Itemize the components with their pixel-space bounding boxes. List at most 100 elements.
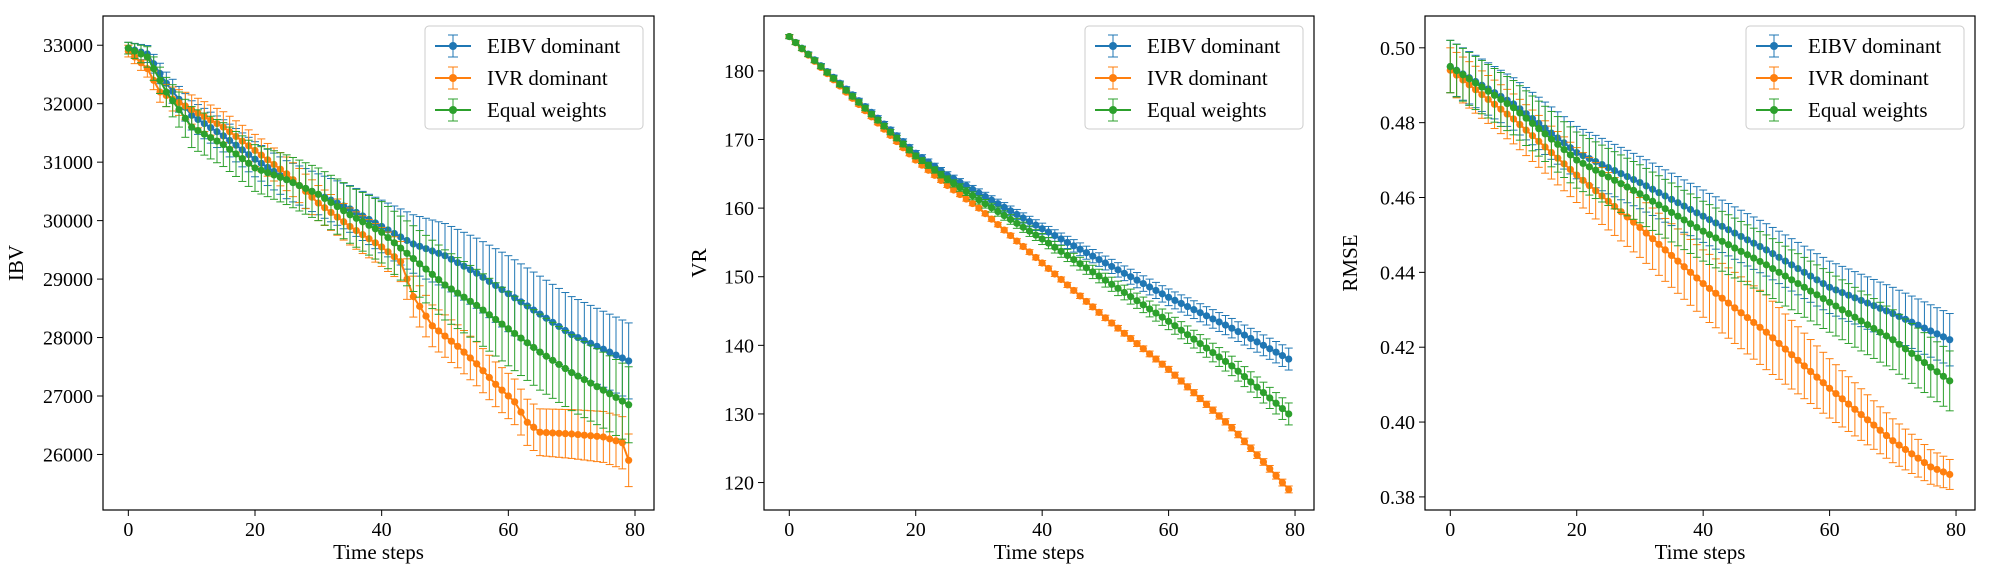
data-point <box>1285 485 1293 494</box>
data-point <box>473 301 481 309</box>
data-point <box>1215 412 1223 420</box>
data-point <box>536 428 544 436</box>
data-point <box>542 352 550 360</box>
data-point <box>1234 430 1242 439</box>
data-point <box>994 208 1002 216</box>
data-point <box>188 123 196 131</box>
data-point <box>498 320 506 328</box>
axes-frame <box>763 15 1315 511</box>
data-point <box>1870 421 1878 429</box>
x-tick-label: 0 <box>123 519 133 541</box>
data-point <box>1731 244 1739 252</box>
data-point <box>1611 176 1619 184</box>
data-point <box>1171 322 1179 330</box>
data-point <box>1120 288 1128 297</box>
data-point <box>625 357 633 365</box>
data-point <box>1190 389 1198 397</box>
data-point <box>1718 237 1726 245</box>
data-point <box>1648 197 1657 205</box>
data-point <box>1051 231 1059 240</box>
data-point <box>365 221 373 229</box>
y-tick-label: 0.42 <box>1380 337 1415 359</box>
data-point <box>1851 405 1859 413</box>
data-point <box>1025 227 1034 235</box>
legend-label: EIBV dominant <box>1808 34 1941 58</box>
x-axis-label: Time steps <box>994 540 1085 564</box>
data-point <box>969 192 977 200</box>
data-point <box>1876 426 1884 434</box>
data-point <box>302 184 310 193</box>
data-point <box>1516 109 1524 117</box>
data-point <box>1038 225 1046 233</box>
data-point <box>1006 207 1015 215</box>
data-point <box>1914 321 1922 329</box>
data-point <box>416 302 424 310</box>
data-point <box>1019 214 1027 222</box>
data-point <box>460 293 468 301</box>
data-point <box>1674 257 1682 265</box>
y-tick-label: 0.44 <box>1380 262 1415 284</box>
data-point <box>1927 327 1935 335</box>
legend-label: Equal weights <box>1808 98 1928 122</box>
data-point <box>1082 249 1091 257</box>
data-point <box>542 428 550 437</box>
x-tick-label: 0 <box>784 519 794 541</box>
data-point <box>1781 345 1789 353</box>
data-point <box>1693 274 1701 282</box>
data-point <box>1901 345 1910 353</box>
data-point <box>1636 223 1644 232</box>
data-point <box>1522 114 1530 122</box>
y-tick-label: 120 <box>724 473 754 495</box>
data-point <box>1667 208 1676 217</box>
data-point <box>1215 353 1223 361</box>
data-point <box>817 62 825 71</box>
data-point <box>618 439 626 447</box>
chart-panel-2: 0 20 40 60 80 120 130 140 150 160 170 180 Time steps… <box>687 15 1315 564</box>
data-point <box>855 98 863 106</box>
data-point <box>1164 365 1173 373</box>
data-point <box>625 456 633 464</box>
data-point <box>1788 351 1796 359</box>
data-point <box>523 339 531 347</box>
data-point <box>1240 437 1249 445</box>
x-axis-label: Time steps <box>333 540 424 564</box>
data-point <box>1266 394 1274 402</box>
data-point <box>1076 245 1084 253</box>
data-point <box>536 348 544 356</box>
data-point <box>1063 251 1072 260</box>
data-point <box>1453 67 1461 75</box>
data-point <box>1127 334 1135 343</box>
data-point <box>1509 104 1518 112</box>
legend-box <box>1084 25 1304 130</box>
data-point <box>1259 341 1268 349</box>
data-point <box>1870 324 1878 333</box>
data-point <box>143 53 151 61</box>
data-point <box>1579 159 1587 168</box>
data-point <box>1108 262 1116 271</box>
data-point <box>485 311 493 319</box>
data-point <box>880 122 888 130</box>
data-point <box>1177 299 1185 308</box>
data-point <box>962 188 970 196</box>
data-point <box>530 423 538 431</box>
data-point <box>1908 349 1916 358</box>
data-point <box>1908 450 1916 458</box>
data-point <box>1750 254 1758 262</box>
data-point <box>1228 362 1236 370</box>
data-point <box>1272 472 1280 480</box>
data-point <box>618 354 626 362</box>
data-point <box>587 432 595 440</box>
data-point <box>428 270 436 278</box>
data-point <box>1285 410 1293 418</box>
data-point <box>1882 332 1891 340</box>
data-point <box>1642 229 1650 237</box>
data-point <box>384 233 392 242</box>
data-point <box>792 38 800 47</box>
data-point <box>606 348 614 356</box>
data-point <box>1221 321 1230 329</box>
data-point <box>1667 251 1676 260</box>
legend-marker <box>1109 106 1117 114</box>
data-point <box>1490 91 1499 99</box>
data-point <box>1573 156 1581 164</box>
data-point <box>1927 463 1935 471</box>
